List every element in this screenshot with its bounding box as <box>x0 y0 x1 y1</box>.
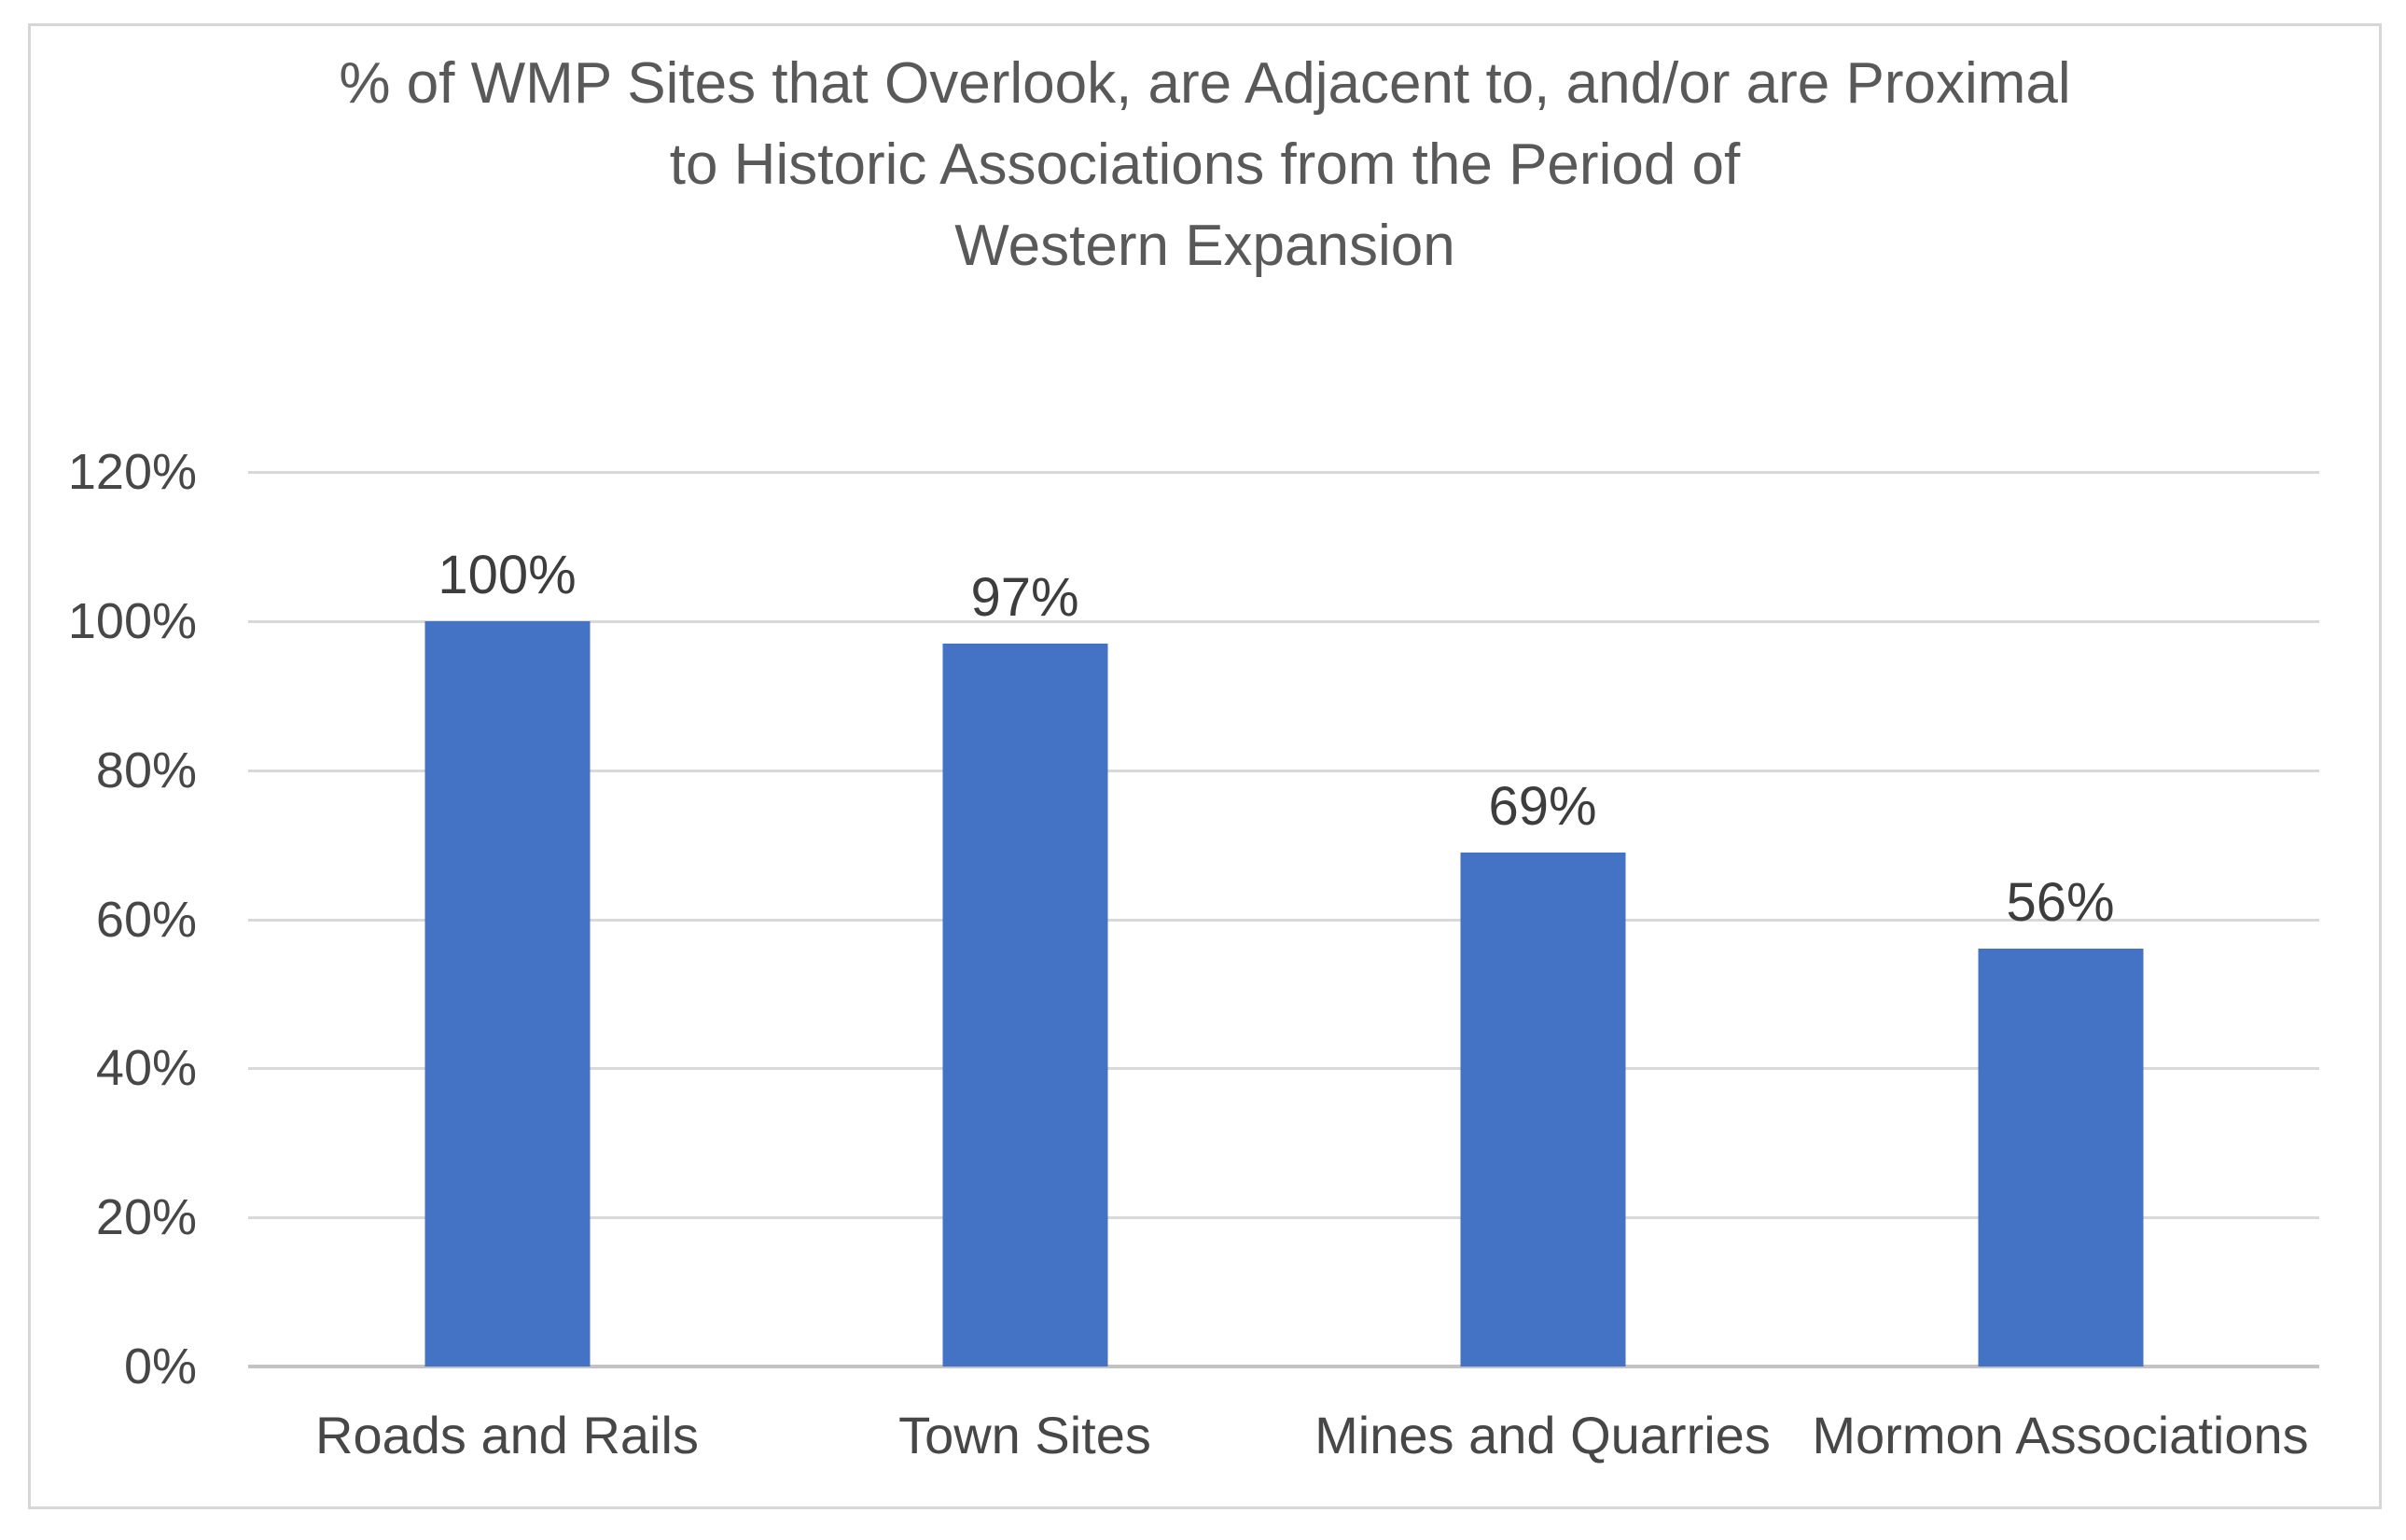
gridline <box>248 918 2319 922</box>
y-axis-tick-label: 0% <box>123 1339 197 1394</box>
x-axis-category-label: Mormon Associations <box>1812 1406 2309 1464</box>
y-axis-tick-label: 60% <box>95 891 197 948</box>
bar-value-label: 97% <box>970 566 1079 628</box>
bar-slot: 69% <box>1284 472 1801 1367</box>
bar-slot: 100% <box>248 472 766 1367</box>
plot-area: 0% 20% 40% 60% 80% 100% 120% 100% 97% 69% 56% <box>68 444 2319 1394</box>
y-axis-tick-label: 120% <box>67 444 197 500</box>
bar-slot: 56% <box>1801 472 2319 1367</box>
y-axis-tick-label: 40% <box>95 1040 197 1097</box>
gridline <box>248 1216 2319 1220</box>
x-axis-labels: Roads and Rails Town Sites Mines and Quarr… <box>248 1405 2319 1465</box>
gridline <box>248 619 2319 623</box>
chart-frame: % of WMP Sites that Overlook, are Adjace… <box>28 23 2382 1509</box>
x-axis-category-label: Roads and Rails <box>315 1406 699 1464</box>
bar-value-label: 69% <box>1488 775 1597 837</box>
y-axis-tick-label: 20% <box>95 1189 197 1246</box>
gridline <box>248 471 2319 474</box>
chart-title: % of WMP Sites that Overlook, are Adjace… <box>31 43 2379 286</box>
bar-value-label: 100% <box>438 544 577 605</box>
x-axis-category-label: Town Sites <box>898 1406 1151 1464</box>
gridline <box>248 1067 2319 1071</box>
x-axis-line <box>248 1365 2319 1368</box>
x-axis-category-label: Mines and Quarries <box>1314 1406 1771 1464</box>
chart-title-line-2: to Historic Associations from the Period… <box>669 132 1741 197</box>
bar <box>1978 949 2143 1367</box>
bar <box>1460 852 1625 1367</box>
bar-value-label: 56% <box>2006 872 2115 934</box>
bar <box>942 643 1107 1367</box>
y-axis-tick-label: 100% <box>67 592 197 649</box>
bar <box>424 620 590 1367</box>
gridline <box>248 769 2319 772</box>
bar-slot: 97% <box>766 472 1284 1367</box>
chart-title-line-1: % of WMP Sites that Overlook, are Adjace… <box>339 51 2071 116</box>
chart-title-line-3: Western Expansion <box>954 214 1455 278</box>
y-axis-tick-label: 80% <box>95 742 197 798</box>
bars-layer: 100% 97% 69% 56% <box>248 472 2319 1367</box>
